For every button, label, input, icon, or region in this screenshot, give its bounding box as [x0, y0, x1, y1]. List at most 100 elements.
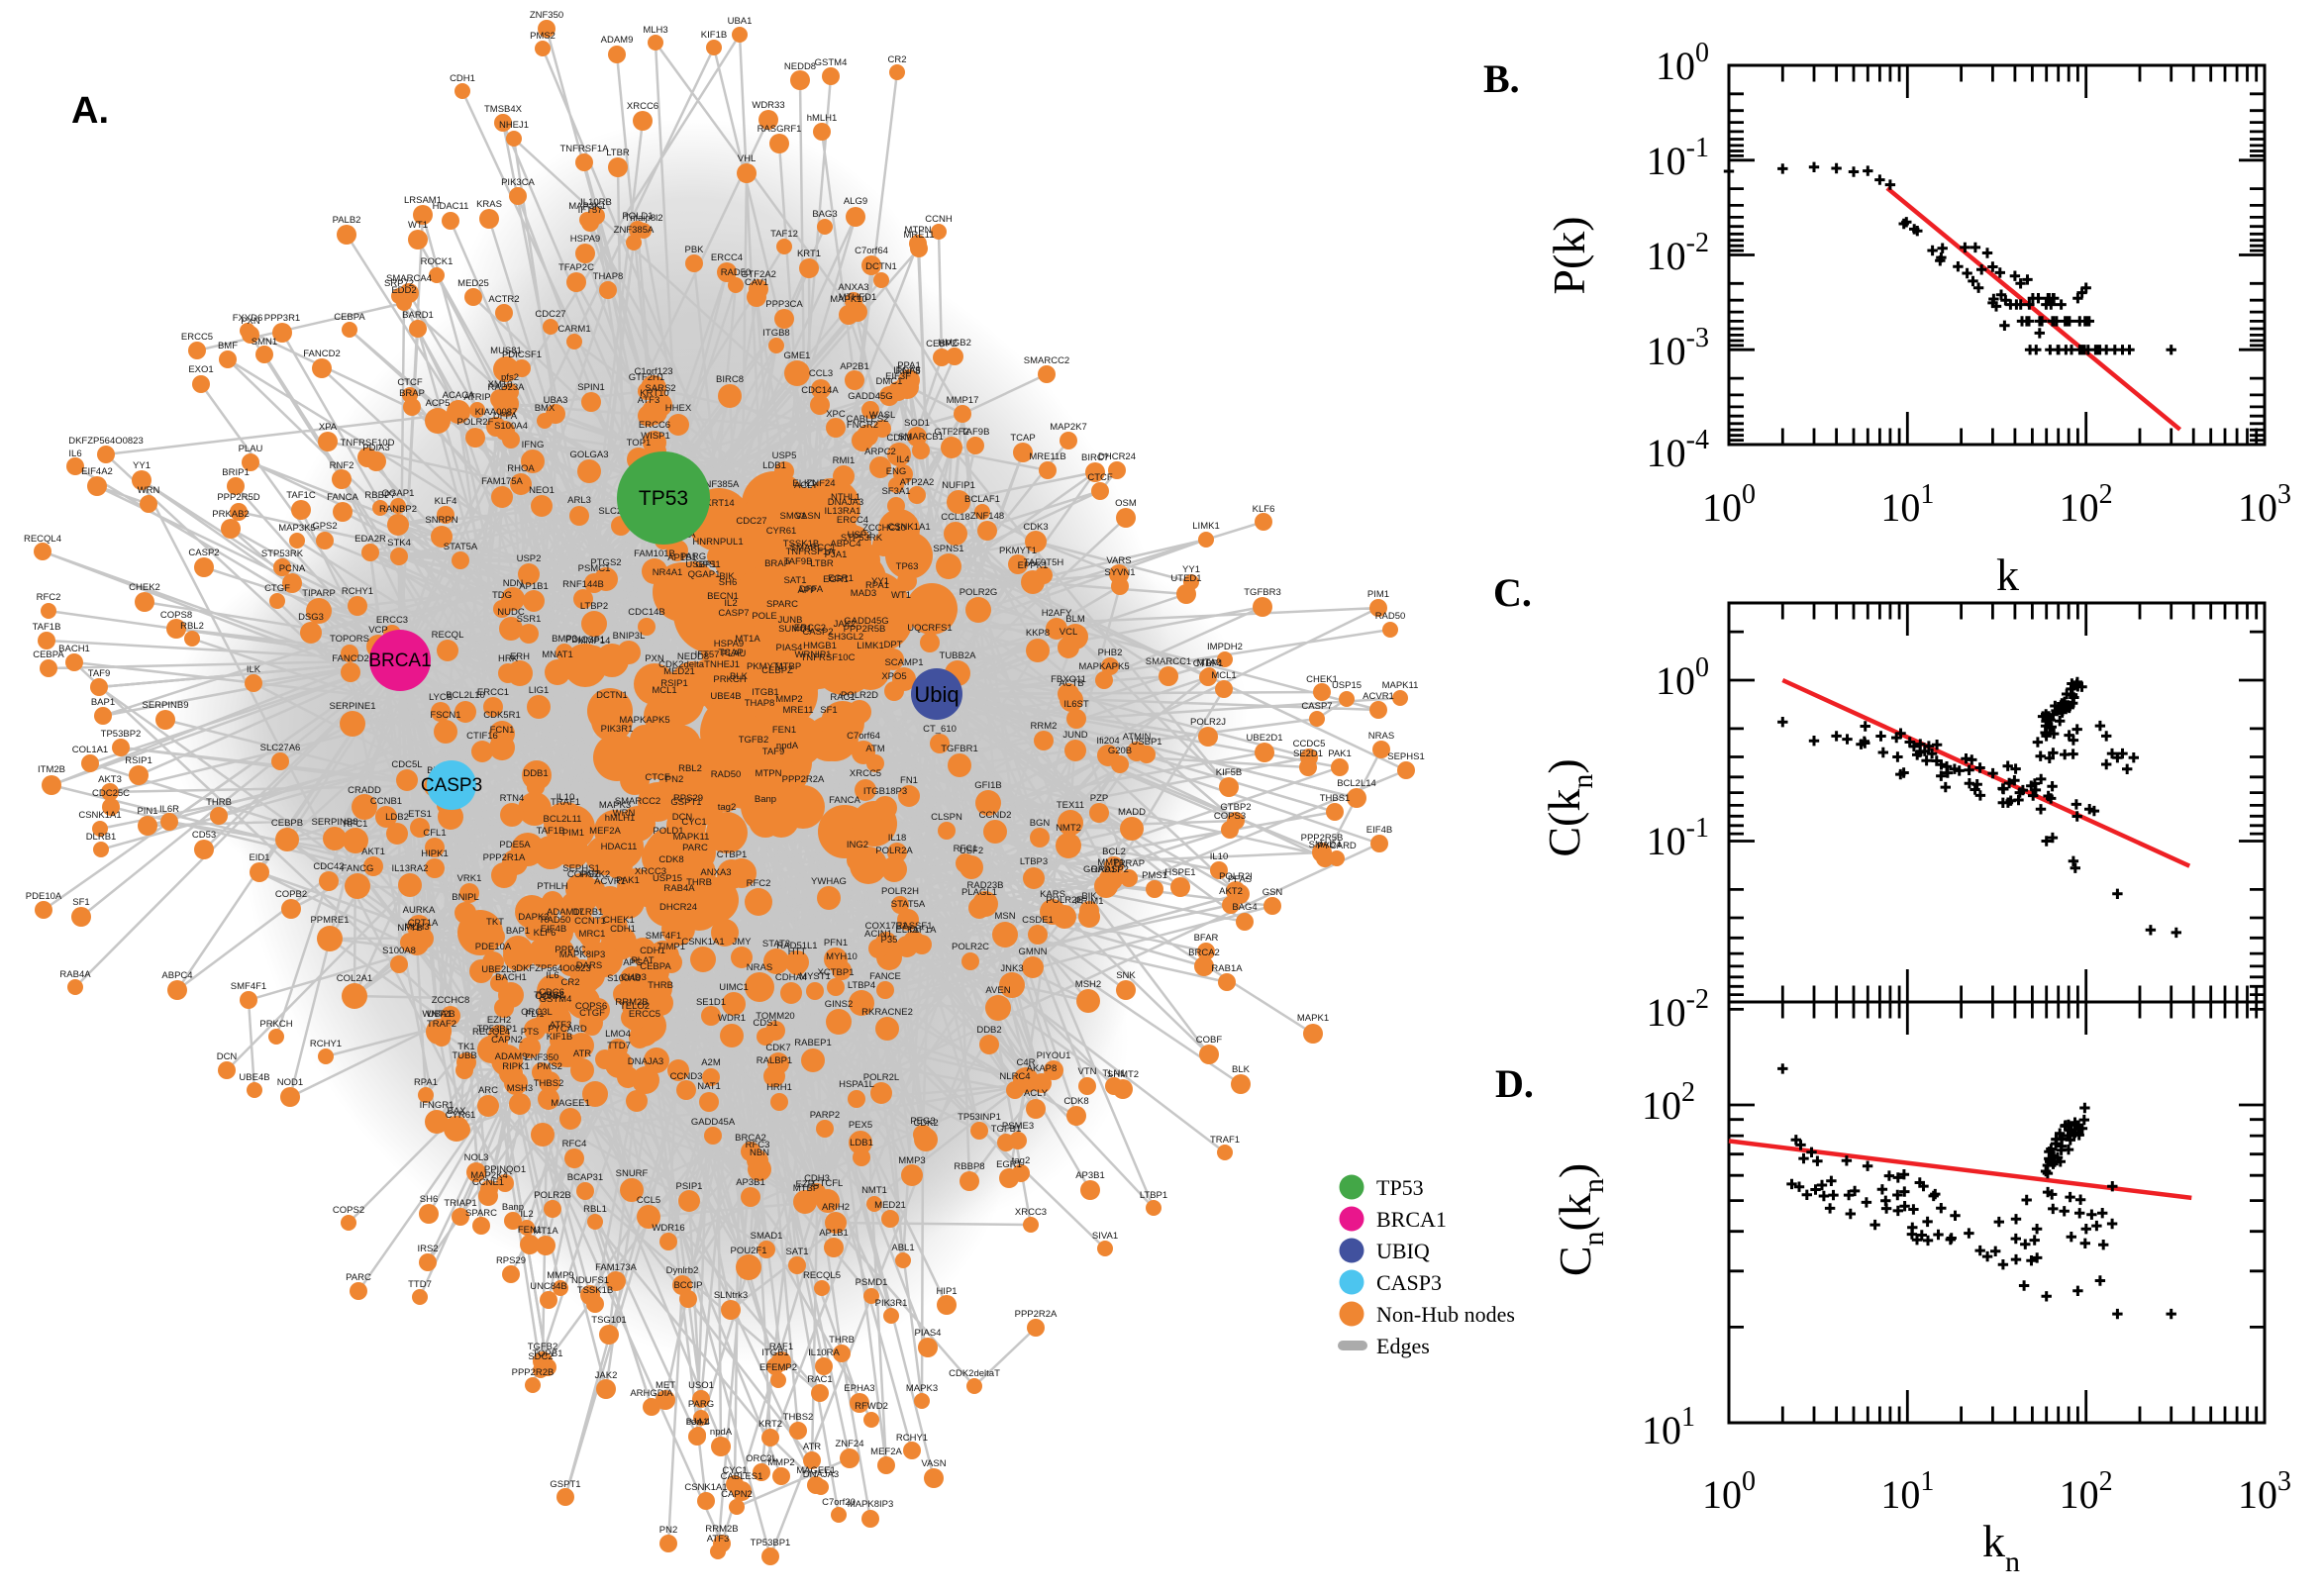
svg-text:TSSK1B: TSSK1B [783, 539, 819, 549]
svg-text:MMP17: MMP17 [947, 395, 979, 406]
svg-text:TUBB: TUBB [452, 1050, 476, 1061]
svg-text:SARS2: SARS2 [645, 383, 675, 394]
svg-text:ABL1: ABL1 [891, 1243, 914, 1253]
svg-text:RAC1: RAC1 [807, 1374, 832, 1385]
svg-text:FEN1: FEN1 [772, 725, 796, 736]
svg-text:GSPT1: GSPT1 [670, 797, 701, 808]
svg-text:POLD1: POLD1 [653, 826, 683, 837]
svg-text:TIPARP: TIPARP [302, 588, 336, 599]
svg-text:RNF144B: RNF144B [562, 579, 604, 590]
svg-text:TP53: TP53 [639, 487, 688, 510]
svg-text:SERPINB8: SERPINB8 [312, 817, 358, 828]
svg-text:PDICSF1: PDICSF1 [565, 635, 605, 646]
svg-text:KIF1B: KIF1B [547, 1032, 572, 1043]
svg-text:BIK: BIK [719, 571, 735, 582]
svg-text:RAD50: RAD50 [711, 769, 742, 780]
svg-text:RABEP1: RABEP1 [794, 1038, 832, 1048]
svg-text:MSN: MSN [994, 911, 1015, 922]
svg-text:BLK: BLK [730, 671, 749, 682]
svg-text:JAK2: JAK2 [834, 619, 857, 630]
svg-text:BGN: BGN [1030, 818, 1051, 829]
svg-text:CDC27: CDC27 [736, 516, 766, 527]
svg-text:BRCA1: BRCA1 [1376, 1207, 1447, 1232]
svg-text:TNFRSF1A: TNFRSF1A [785, 547, 835, 557]
svg-text:CDK2deltaT: CDK2deltaT [658, 659, 710, 670]
svg-text:SMARCC2: SMARCC2 [1024, 355, 1069, 366]
svg-text:tag2: tag2 [1012, 1155, 1031, 1166]
svg-text:COPS3: COPS3 [1214, 811, 1246, 822]
svg-text:CCNB1: CCNB1 [370, 796, 402, 807]
svg-text:VRK1: VRK1 [457, 873, 482, 884]
svg-text:USP15: USP15 [653, 873, 682, 884]
svg-text:CSDE1: CSDE1 [1022, 915, 1054, 926]
svg-text:PMS2: PMS2 [537, 1061, 562, 1072]
svg-text:HSPA9: HSPA9 [714, 639, 744, 649]
svg-text:AP3B1: AP3B1 [736, 1177, 765, 1188]
svg-text:PPP2R2B: PPP2R2B [512, 1367, 555, 1378]
svg-text:CT_610: CT_610 [923, 724, 957, 735]
svg-text:MAPK10: MAPK10 [830, 294, 867, 305]
svg-text:XRCC3: XRCC3 [635, 866, 666, 877]
svg-text:ACLY: ACLY [1024, 1088, 1049, 1099]
svg-text:DPT: DPT [884, 640, 903, 650]
svg-text:hMLH1: hMLH1 [605, 813, 636, 824]
svg-text:EDA2R: EDA2R [354, 534, 386, 545]
svg-text:PDIA3: PDIA3 [362, 443, 389, 453]
svg-text:CPT1A: CPT1A [408, 918, 439, 929]
svg-text:HDAC11: HDAC11 [433, 201, 469, 212]
svg-text:S100A8: S100A8 [607, 973, 641, 984]
svg-text:GADD45A: GADD45A [691, 1117, 736, 1128]
svg-text:RAB4A: RAB4A [59, 969, 91, 980]
svg-text:IL13RA2: IL13RA2 [392, 863, 429, 874]
svg-text:PARG: PARG [680, 551, 706, 562]
svg-text:CYC1: CYC1 [681, 817, 706, 828]
svg-text:CCNH: CCNH [535, 991, 562, 1002]
svg-text:PFAS: PFAS [1228, 874, 1252, 885]
svg-text:CDK8: CDK8 [1063, 1096, 1088, 1107]
svg-text:Banp: Banp [755, 794, 776, 805]
svg-text:AP3B1: AP3B1 [1075, 1170, 1105, 1181]
svg-text:RECQL: RECQL [432, 630, 464, 641]
svg-text:SF1: SF1 [820, 705, 837, 716]
svg-text:10-3: 10-3 [1647, 323, 1709, 373]
svg-text:NUFIP1: NUFIP1 [942, 480, 975, 491]
svg-text:UBA1: UBA1 [728, 16, 753, 27]
svg-text:FCN1: FCN1 [490, 725, 515, 736]
svg-text:TTD7: TTD7 [607, 1041, 631, 1051]
svg-text:HHEX: HHEX [665, 403, 692, 414]
svg-text:CTBP1: CTBP1 [717, 849, 748, 860]
svg-text:BCL2L10: BCL2L10 [446, 690, 485, 701]
svg-text:AVEN: AVEN [985, 985, 1010, 996]
svg-text:DCTN1: DCTN1 [596, 690, 628, 701]
svg-text:EPHA3: EPHA3 [844, 1383, 874, 1394]
svg-text:CCNT1: CCNT1 [574, 916, 606, 927]
svg-text:GFI1B: GFI1B [974, 780, 1001, 791]
svg-text:LDB2: LDB2 [385, 812, 409, 823]
svg-text:BCAP31: BCAP31 [567, 1172, 603, 1183]
svg-text:PRKCH: PRKCH [259, 1019, 292, 1030]
svg-text:CHEK1: CHEK1 [603, 915, 635, 926]
svg-text:C7orf64: C7orf64 [855, 246, 888, 256]
svg-text:ZNF24: ZNF24 [806, 478, 835, 489]
svg-text:SUMO1: SUMO1 [778, 624, 812, 635]
svg-text:COPS2: COPS2 [567, 869, 599, 880]
svg-text:TAF9T5H: TAF9T5H [1024, 557, 1064, 568]
svg-text:PN2: PN2 [659, 1525, 677, 1536]
svg-text:k: k [1996, 549, 2019, 600]
svg-text:FANCA: FANCA [829, 795, 860, 806]
svg-text:GMNN: GMNN [1018, 947, 1047, 957]
svg-text:B.: B. [1483, 56, 1520, 101]
svg-text:SPARC: SPARC [465, 1208, 497, 1219]
svg-text:102: 102 [2060, 479, 2113, 530]
svg-text:ENG: ENG [886, 466, 907, 477]
svg-text:CDC14B: CDC14B [628, 607, 665, 618]
svg-text:RNF2: RNF2 [330, 460, 354, 471]
svg-text:SMARCA4: SMARCA4 [386, 273, 432, 284]
svg-text:CTIF16: CTIF16 [466, 731, 498, 742]
svg-text:RASSF1: RASSF1 [896, 921, 933, 932]
svg-text:MTBP: MTBP [775, 661, 801, 672]
svg-text:TGFBR3: TGFBR3 [1244, 587, 1280, 598]
svg-text:10-2: 10-2 [1647, 228, 1709, 278]
svg-text:CDH1: CDH1 [450, 73, 475, 84]
svg-text:BNIP3L: BNIP3L [613, 631, 646, 642]
